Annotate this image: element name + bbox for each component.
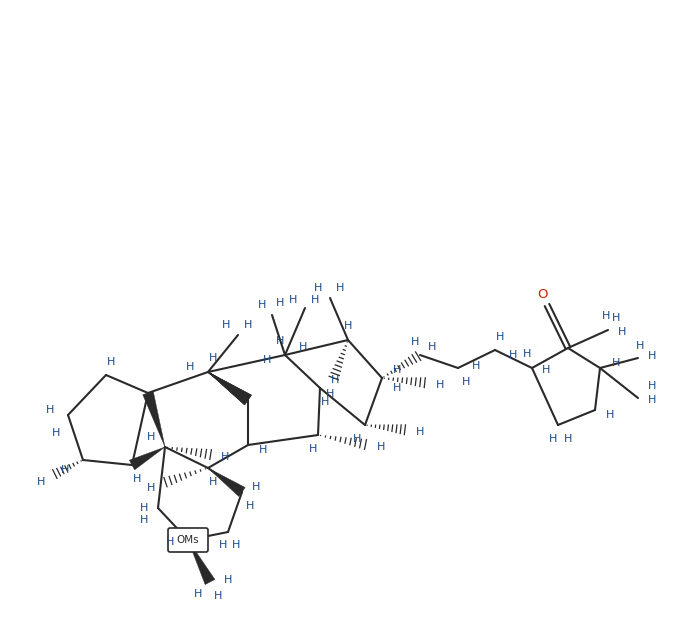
Polygon shape xyxy=(188,540,215,584)
Text: H: H xyxy=(344,321,352,331)
Text: H: H xyxy=(509,350,518,360)
Text: H: H xyxy=(472,361,480,371)
Text: H: H xyxy=(214,591,222,601)
Text: H: H xyxy=(564,434,572,444)
Text: H: H xyxy=(186,362,194,372)
Text: H: H xyxy=(276,298,284,308)
Text: H: H xyxy=(377,442,385,452)
Text: H: H xyxy=(147,432,155,442)
Text: H: H xyxy=(276,336,284,346)
Text: H: H xyxy=(244,320,252,330)
Text: H: H xyxy=(140,515,148,525)
Text: H: H xyxy=(612,358,620,368)
Text: H: H xyxy=(648,395,656,405)
Text: H: H xyxy=(393,365,401,375)
Text: H: H xyxy=(289,295,297,305)
Text: H: H xyxy=(648,351,656,361)
Text: H: H xyxy=(221,452,229,462)
Text: H: H xyxy=(353,434,361,444)
Text: H: H xyxy=(411,337,420,347)
Text: H: H xyxy=(209,477,217,487)
Text: H: H xyxy=(542,365,550,375)
Polygon shape xyxy=(129,447,165,470)
Text: H: H xyxy=(252,482,260,492)
Text: H: H xyxy=(263,355,271,365)
Polygon shape xyxy=(208,372,251,404)
Text: H: H xyxy=(52,428,60,438)
Text: H: H xyxy=(326,389,334,399)
Text: H: H xyxy=(46,405,55,415)
Text: H: H xyxy=(635,341,644,351)
Text: H: H xyxy=(314,283,322,293)
Text: H: H xyxy=(246,501,254,511)
Polygon shape xyxy=(208,372,251,405)
Text: H: H xyxy=(259,445,267,455)
Text: H: H xyxy=(393,383,401,393)
FancyBboxPatch shape xyxy=(168,528,208,552)
Text: H: H xyxy=(309,444,317,454)
Text: H: H xyxy=(232,540,240,550)
Text: H: H xyxy=(140,503,148,513)
Text: H: H xyxy=(258,300,266,310)
Text: H: H xyxy=(299,342,307,352)
Text: H: H xyxy=(496,332,504,342)
Text: H: H xyxy=(107,357,115,367)
Text: H: H xyxy=(549,434,558,444)
Text: H: H xyxy=(523,349,531,359)
Text: H: H xyxy=(224,575,233,585)
Text: H: H xyxy=(147,483,155,493)
Text: H: H xyxy=(436,380,444,390)
Text: H: H xyxy=(209,353,217,363)
Text: H: H xyxy=(331,375,339,385)
Text: H: H xyxy=(194,589,202,599)
Text: O: O xyxy=(537,289,547,301)
Polygon shape xyxy=(143,391,165,447)
Text: H: H xyxy=(606,410,614,420)
Text: H: H xyxy=(462,377,470,387)
Text: H: H xyxy=(61,465,69,475)
Text: H: H xyxy=(648,381,656,391)
Text: H: H xyxy=(336,283,344,293)
Text: H: H xyxy=(219,540,227,550)
Polygon shape xyxy=(208,372,251,405)
Text: H: H xyxy=(132,474,141,484)
Text: H: H xyxy=(321,397,329,407)
Text: H: H xyxy=(37,477,45,487)
Text: H: H xyxy=(310,295,319,305)
Text: H: H xyxy=(602,311,610,321)
Text: H: H xyxy=(612,313,620,323)
Polygon shape xyxy=(208,468,245,496)
Text: H: H xyxy=(416,427,424,437)
Text: H: H xyxy=(221,320,230,330)
Text: H: H xyxy=(166,537,174,547)
Text: H: H xyxy=(618,327,627,337)
Text: OMs: OMs xyxy=(177,535,199,545)
Text: H: H xyxy=(428,342,436,352)
